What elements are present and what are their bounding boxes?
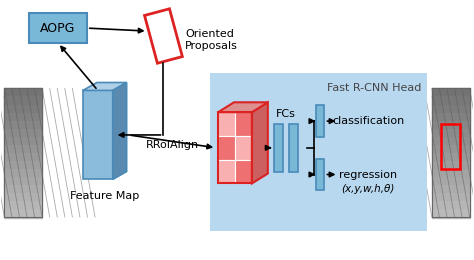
Bar <box>235 112 252 136</box>
Bar <box>316 105 325 137</box>
Bar <box>235 160 252 183</box>
Text: classification: classification <box>332 116 404 126</box>
Bar <box>235 136 252 160</box>
Bar <box>218 136 235 160</box>
Bar <box>4 88 42 217</box>
Bar <box>432 88 470 217</box>
Text: FCs: FCs <box>276 109 296 119</box>
Bar <box>29 13 87 43</box>
Text: RRoIAlign: RRoIAlign <box>146 140 199 150</box>
Text: Feature Map: Feature Map <box>70 191 139 201</box>
Bar <box>218 160 235 183</box>
Text: (x,y,w,h,θ): (x,y,w,h,θ) <box>342 184 395 194</box>
Bar <box>289 124 298 172</box>
Bar <box>210 73 427 231</box>
Text: AOPG: AOPG <box>40 22 76 35</box>
Polygon shape <box>83 90 113 179</box>
Text: Oriented
Proposals: Oriented Proposals <box>185 29 238 51</box>
Bar <box>218 112 252 183</box>
Bar <box>316 159 325 190</box>
Text: Fast R-CNN Head: Fast R-CNN Head <box>327 82 421 93</box>
Polygon shape <box>113 82 127 179</box>
Bar <box>145 9 182 63</box>
Bar <box>218 112 235 136</box>
Bar <box>274 124 283 172</box>
Polygon shape <box>218 102 268 112</box>
Text: regression: regression <box>339 170 397 179</box>
Polygon shape <box>252 102 268 183</box>
Polygon shape <box>83 82 127 90</box>
